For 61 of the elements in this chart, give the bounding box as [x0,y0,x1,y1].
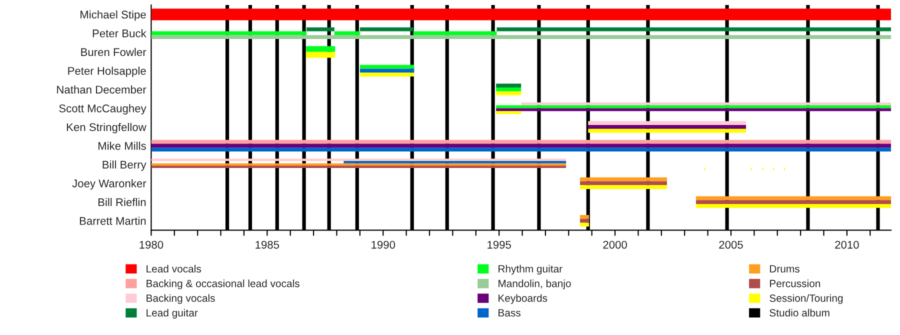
bar [151,8,891,20]
legend-label: Drums [770,265,800,273]
legend-label: Lead guitar [146,308,198,319]
bar [360,68,414,73]
bar [588,125,746,129]
bar [151,140,891,144]
bar [496,108,891,112]
x-tick-label: 2000 [603,240,627,249]
x-tick-label: 2010 [835,240,859,249]
legend-label: Lead vocals [146,264,201,273]
bar [696,200,891,204]
y-tick-label: Peter Buck [92,29,146,38]
bar [588,121,746,126]
bar [360,27,414,32]
legend-label: Rhythm guitar [498,264,562,275]
bar [580,181,667,186]
bar [151,35,891,39]
bar [151,158,566,161]
bar [496,27,891,32]
y-tick-label: Scott McCaughey [59,104,146,115]
bar [580,218,590,223]
y-tick-label: Michael Stipe [80,10,146,21]
bar [521,102,891,106]
legend-label: Percussion [770,280,820,288]
legend-label: Backing vocals [146,294,215,304]
y-tick-label: Mike Mills [98,142,146,150]
legend-label: Bass [498,309,520,317]
bar [580,185,667,190]
bar [496,111,522,114]
legend-label: Keyboards [498,294,548,304]
bar [151,144,891,148]
bar [306,46,336,52]
x-tick-label: 1985 [256,240,280,249]
bar [580,222,590,227]
legend-label: Studio album [770,308,830,317]
bar [496,84,522,88]
bar [334,31,360,36]
y-tick-label: Barrett Martin [80,216,146,225]
x-tick-label: 1980 [140,240,164,249]
bar [696,196,891,200]
y-tick-label: Nathan December [57,85,146,94]
legend-label: Session/Touring [770,294,843,304]
bar [588,128,746,133]
y-tick-label: Peter Holsapple [68,66,146,78]
bar [496,91,522,96]
y-tick-label: Ken Stringfellow [66,122,146,134]
y-tick-label: Bill Rieflin [98,198,146,206]
y-tick-label: Joey Waronker [72,179,146,190]
bar [413,31,497,36]
legend-label: Backing & occasional lead vocals [146,280,300,290]
y-tick-label: Buren Fowler [81,48,146,56]
y-tick-label: Bill Berry [102,160,146,171]
x-tick-label: 1990 [372,240,396,249]
bar [360,72,414,76]
legend-label: Mandolin, banjo [498,280,571,290]
x-tick-label: 2005 [719,240,743,249]
bar [580,177,667,182]
x-tick-label: 1995 [488,240,511,249]
bar [696,204,891,208]
bar [306,27,334,32]
bar [580,214,590,219]
